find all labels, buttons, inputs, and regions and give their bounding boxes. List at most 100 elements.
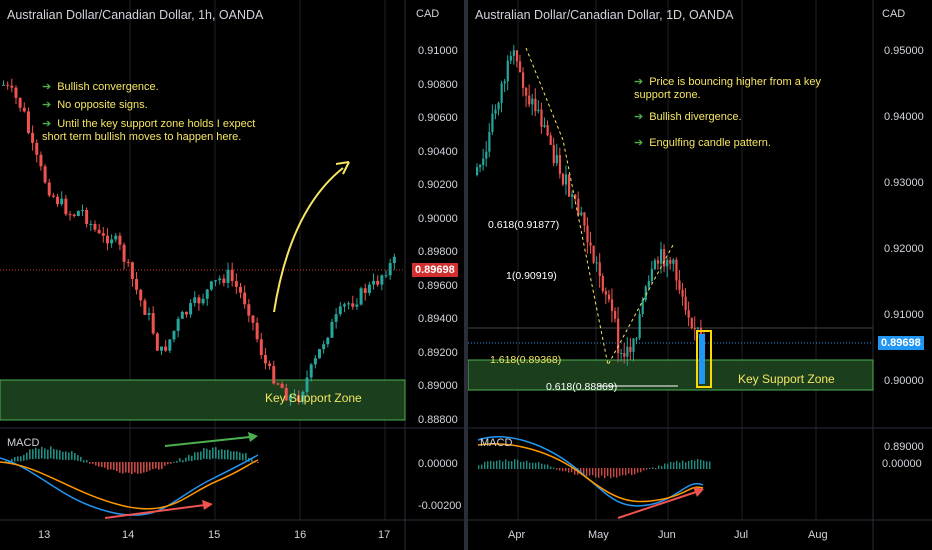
price-tick-label: 0.89400	[418, 313, 458, 325]
macd-bar	[131, 462, 133, 475]
candle-body	[506, 60, 509, 82]
left-chart-panel[interactable]: Australian Dollar/Canadian Dollar, 1h, O…	[0, 0, 464, 550]
macd-bar	[478, 465, 480, 469]
candle-body	[330, 321, 334, 338]
macd-bar	[140, 462, 142, 474]
candle-body	[147, 313, 151, 315]
macd-bar	[625, 468, 627, 476]
candle-body	[552, 145, 555, 164]
candle-body	[604, 291, 607, 295]
candle-body	[143, 300, 147, 315]
right-note-3-text: Engulfing candle pattern.	[649, 137, 771, 149]
macd-bar	[565, 468, 567, 472]
candle-body	[243, 292, 247, 305]
candle-body	[522, 72, 525, 88]
right-chart-panel[interactable]: Australian Dollar/Canadian Dollar, 1D, O…	[468, 0, 932, 550]
macd-bar	[643, 468, 645, 471]
candle-body	[293, 395, 297, 397]
candle-body	[574, 194, 577, 199]
panel-divider	[464, 0, 468, 550]
candle-body	[222, 278, 226, 283]
fib-label-1: 1(0.90919)	[506, 270, 557, 282]
macd-bar	[65, 451, 67, 460]
engulfing-candle	[699, 334, 705, 384]
candle-body	[592, 245, 595, 263]
green-arrow-icon: ➔	[634, 137, 644, 149]
candle-body	[268, 363, 272, 367]
candle-body	[288, 395, 292, 401]
macd-bar	[182, 460, 184, 463]
right-chart-canvas[interactable]	[468, 0, 932, 550]
time-tick-label: 14	[122, 529, 135, 541]
candle-body	[503, 81, 506, 84]
candle-body	[601, 276, 604, 292]
candle-body	[684, 296, 687, 311]
candle-body	[376, 280, 380, 285]
right-zone-label: Key Support Zone	[738, 372, 835, 386]
macd-bar	[619, 468, 621, 476]
macd-bar	[62, 451, 64, 460]
candle-body	[543, 124, 546, 127]
price-tick-label: 0.90600	[418, 112, 458, 124]
left-note-2-text: No opposite signs.	[57, 99, 148, 111]
macd-bar	[511, 461, 513, 469]
macd-bar	[484, 461, 486, 469]
macd-bar	[634, 468, 636, 475]
macd-bar	[224, 449, 226, 460]
macd-bar	[529, 462, 531, 469]
candle-body	[687, 310, 690, 318]
price-tick-label: 0.94000	[884, 111, 924, 123]
macd-bar	[589, 468, 591, 476]
macd-bar	[152, 462, 154, 469]
support-zone	[0, 379, 406, 421]
macd-bar	[655, 468, 657, 470]
candle-body	[367, 284, 371, 294]
left-chart-canvas[interactable]	[0, 0, 464, 550]
time-tick-label: 17	[378, 529, 391, 541]
macd-bar	[508, 461, 510, 469]
candle-body	[81, 210, 84, 212]
left-macd-label: MACD	[7, 437, 40, 449]
price-tick-label: 0.88800	[418, 413, 458, 426]
candle-body	[89, 223, 93, 225]
macd-bar	[92, 462, 94, 464]
candle-body	[139, 289, 143, 301]
macd-bar	[167, 462, 169, 465]
candle-body	[518, 61, 522, 73]
macd-bar	[496, 460, 498, 469]
time-tick-label: May	[588, 529, 609, 541]
macd-bar	[47, 449, 49, 460]
green-arrow-icon: ➔	[634, 111, 644, 123]
macd-bar	[212, 447, 214, 459]
macd-bar	[206, 448, 208, 460]
candle-body	[280, 383, 284, 389]
right-note-2: ➔ Bullish divergence.	[634, 111, 834, 124]
candle-body	[558, 155, 561, 174]
macd-bar	[688, 460, 690, 469]
green-arrow-icon: ➔	[42, 81, 52, 93]
candle-body	[342, 304, 346, 307]
green-arrowhead-icon	[248, 432, 258, 442]
candle-body	[313, 358, 317, 365]
macd-bar	[17, 456, 19, 462]
left-note-1: ➔ Bullish convergence.	[42, 81, 282, 94]
price-tick-label: 0.91000	[884, 309, 924, 321]
price-tick-label: 0.95000	[884, 45, 924, 57]
macd-bar	[197, 452, 199, 461]
macd-bar	[26, 452, 28, 461]
macd-bar	[203, 448, 205, 459]
price-tick-label: 0.90000	[418, 212, 458, 225]
macd-bar	[11, 458, 13, 463]
candle-body	[675, 259, 678, 281]
candle-body	[93, 223, 97, 230]
candle-body	[494, 109, 497, 114]
candle-body	[647, 281, 650, 287]
macd-bar	[209, 450, 211, 460]
projection-arrow-icon	[335, 161, 350, 175]
candle-body	[338, 306, 342, 315]
macd-bar	[649, 467, 651, 469]
candle-body	[629, 346, 632, 352]
macd-bar	[38, 449, 40, 460]
macd-bar	[610, 468, 612, 479]
price-tick-label: 0.89200	[418, 346, 458, 359]
